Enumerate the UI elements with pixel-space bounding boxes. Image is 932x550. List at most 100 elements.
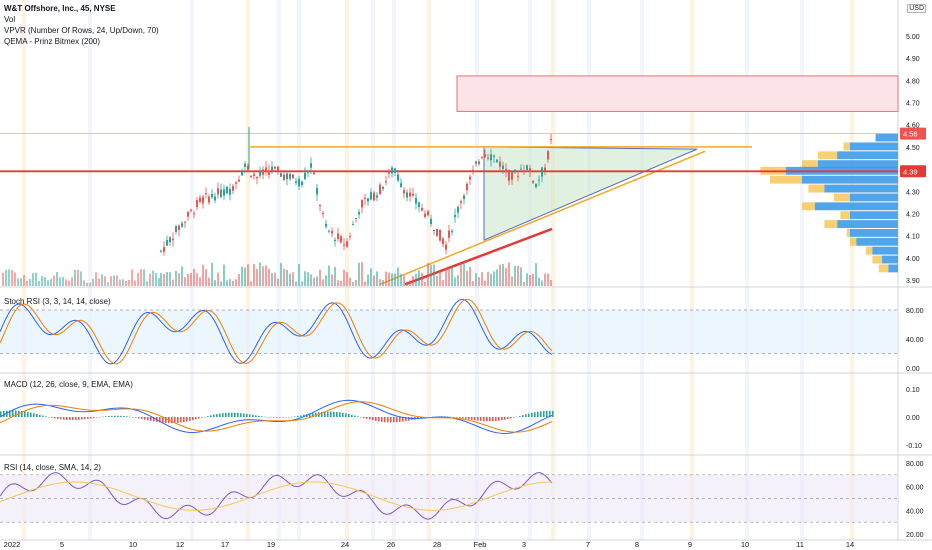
candle-body	[460, 201, 462, 203]
volume-bar	[83, 280, 85, 286]
macd-histogram-bar	[12, 410, 14, 417]
volume-bar	[2, 272, 4, 286]
candle-body	[241, 171, 243, 176]
macd-histogram-bar	[372, 417, 374, 421]
candle-body	[421, 208, 423, 211]
session-stripe	[22, 0, 26, 540]
macd-histogram-bar	[468, 417, 470, 420]
volume-bar	[295, 281, 297, 286]
candle-body	[511, 171, 513, 180]
vpvr-bar-up	[850, 228, 898, 237]
symbol-title[interactable]: W&T Offshore, Inc., 45, NYSE	[4, 4, 116, 13]
price-tick-label: 4.70	[906, 101, 920, 108]
candle-body	[445, 244, 447, 250]
vpvr-bar-up	[856, 237, 898, 246]
stoch-band	[0, 310, 898, 354]
vpvr-indicator-label[interactable]: VPVR (Number Of Rows, 24, Up/Down, 70)	[4, 26, 159, 35]
macd-histogram-bar	[243, 413, 245, 417]
macd-histogram-bar	[276, 417, 278, 418]
macd-histogram-bar	[219, 413, 221, 417]
vpvr-bar-down	[850, 237, 857, 246]
macd-histogram-bar	[486, 417, 488, 422]
volume-bar	[397, 267, 399, 286]
macd-histogram-bar	[93, 417, 95, 418]
vol-indicator-label[interactable]: Vol	[4, 15, 16, 24]
macd-histogram-bar	[327, 411, 329, 417]
candle-body	[244, 163, 246, 167]
volume-bar	[205, 269, 207, 286]
macd-histogram-bar	[420, 417, 422, 419]
volume-bar	[319, 269, 321, 286]
time-tick-label: 11	[796, 540, 804, 549]
candle-body	[493, 155, 495, 157]
volume-bar	[274, 272, 276, 286]
candle-body	[319, 204, 321, 206]
macd-histogram-bar	[273, 417, 275, 418]
macd-histogram-bar	[249, 414, 251, 417]
candle-body	[328, 230, 330, 232]
volume-bar	[107, 282, 109, 286]
candle-body	[361, 199, 363, 208]
price-tick-label: 4.10	[906, 234, 920, 241]
stoch-rsi-label[interactable]: Stoch RSI (3, 3, 14, 14, close)	[4, 297, 111, 306]
volume-bar	[259, 262, 261, 286]
rsi-label[interactable]: RSI (14, close, SMA, 14, 2)	[4, 463, 101, 472]
candle-body	[280, 173, 282, 177]
candle-body	[379, 184, 381, 195]
macd-histogram-bar	[540, 411, 542, 417]
volume-bar	[442, 280, 444, 286]
macd-histogram-bar	[57, 417, 59, 419]
volume-bar	[253, 263, 255, 286]
macd-histogram-bar	[27, 411, 29, 417]
rsi-line	[0, 472, 553, 520]
macd-histogram-bar	[192, 417, 194, 421]
volume-bar	[439, 270, 441, 286]
macd-histogram-bar	[72, 417, 74, 421]
volume-bar	[77, 269, 79, 286]
candle-body	[193, 213, 195, 215]
volume-bar	[262, 266, 264, 286]
volume-bar	[128, 280, 130, 286]
candle-body	[355, 218, 357, 220]
macd-histogram-bar	[447, 416, 449, 417]
volume-bar	[38, 281, 40, 286]
macd-histogram-bar	[453, 417, 455, 418]
candle-body	[520, 168, 522, 170]
macd-label[interactable]: MACD (12, 26, close, 9, EMA, EMA)	[4, 380, 133, 389]
level-price-label-bg	[900, 165, 926, 178]
candle-body	[406, 192, 408, 198]
volume-bar	[220, 281, 222, 286]
candle-body	[229, 189, 231, 195]
volume-bar	[86, 282, 88, 286]
candle-body	[298, 178, 300, 187]
volume-bar	[44, 277, 46, 286]
macd-histogram-bar	[126, 416, 128, 417]
candle-body	[385, 181, 387, 183]
volume-bar	[110, 276, 112, 286]
candle-body	[160, 250, 162, 252]
candle-body	[529, 168, 531, 173]
level-price-label: 4.39	[903, 167, 918, 176]
candle-body	[364, 197, 366, 199]
candle-body	[532, 180, 534, 183]
volume-bar	[232, 280, 234, 286]
macd-histogram-bar	[375, 417, 377, 421]
volume-bar	[155, 272, 157, 286]
macd-histogram-bar	[402, 417, 404, 422]
macd-histogram-bar	[324, 411, 326, 417]
vpvr-bar-up	[814, 202, 898, 211]
volume-bar	[119, 279, 121, 286]
vpvr-bar-down	[872, 255, 882, 264]
rsi-tick-label: 20.00	[906, 532, 924, 539]
macd-histogram-bar	[489, 417, 491, 422]
volume-bar	[74, 269, 76, 286]
macd-histogram-bar	[153, 417, 155, 422]
macd-histogram-bar	[117, 415, 119, 417]
candle-body	[481, 157, 483, 159]
candle-body	[304, 172, 306, 180]
rsi-band	[0, 474, 898, 523]
volume-bar	[475, 273, 477, 286]
qema-indicator-label[interactable]: QEMA - Prinz Bitmex (200)	[4, 37, 101, 46]
macd-histogram-bar	[258, 415, 260, 417]
